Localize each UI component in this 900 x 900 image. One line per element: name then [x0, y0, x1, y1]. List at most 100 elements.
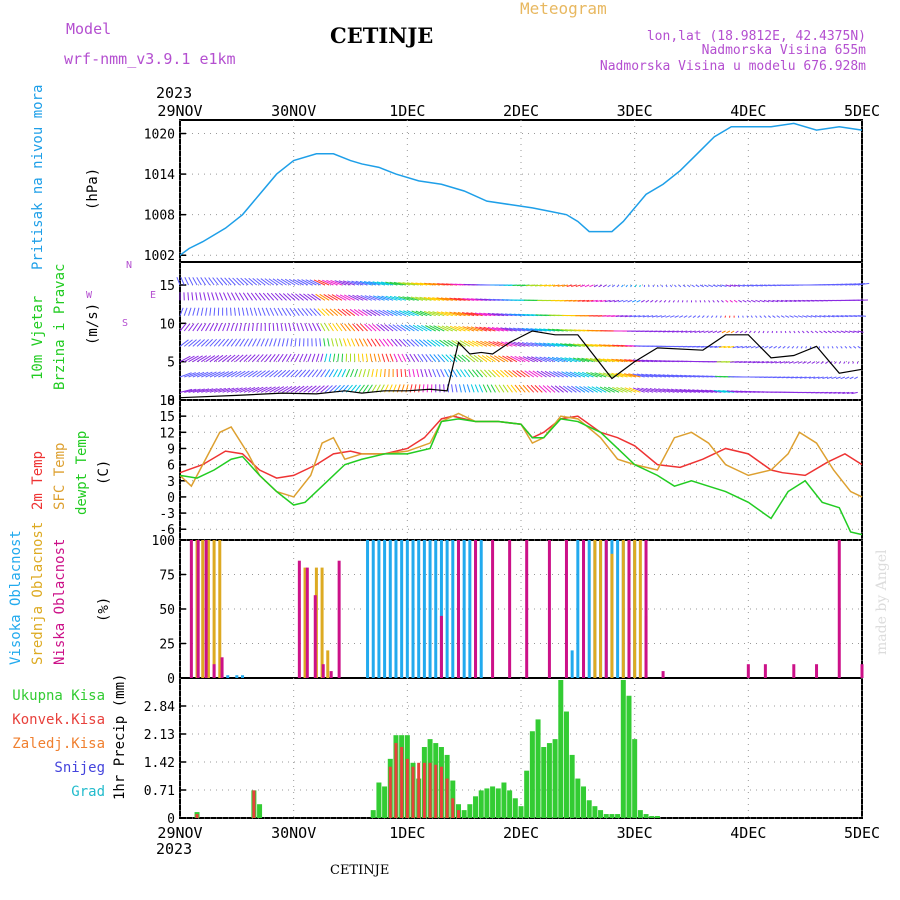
wind-barb [513, 327, 526, 332]
cloud-bar-1 [462, 540, 466, 678]
wind-barb [317, 308, 326, 317]
wind-barb [836, 346, 839, 349]
wind-barb [213, 323, 219, 332]
wind-barb [738, 299, 743, 303]
cloud-bar-1 [371, 540, 375, 678]
cloud-bar-3 [508, 540, 512, 678]
wind-speed-line [179, 330, 863, 399]
wind-barb [180, 277, 185, 286]
wind-barb [184, 277, 189, 286]
wind-barb [462, 384, 467, 393]
wind-barb [398, 282, 411, 286]
precip-legend-2: Konvek.Kisa [12, 712, 105, 728]
wind-barb [286, 338, 289, 347]
wind-barb [286, 385, 297, 393]
wind-barb [467, 369, 475, 378]
temp-line-3 [179, 418, 863, 536]
wind-barb [303, 385, 313, 393]
wind-barb [436, 297, 449, 301]
wind-barb [272, 322, 275, 332]
wind-barb [550, 385, 560, 393]
wind-dir-s: S [122, 318, 128, 329]
cloud-bar-3 [212, 664, 216, 678]
wind-barb [256, 370, 266, 378]
wind-barb [577, 299, 586, 302]
wind-barb [742, 299, 747, 303]
wind-barb [705, 389, 718, 393]
wind-barb [607, 372, 620, 378]
wind-barb [200, 307, 204, 316]
wind-barb [192, 307, 196, 316]
wind-barb [475, 340, 488, 347]
wind-barb [315, 293, 326, 301]
precip-bar-2 [428, 762, 432, 818]
y-tick-label: 25 [159, 638, 175, 653]
wind-barb [260, 278, 270, 286]
wind-barb [321, 308, 330, 317]
wind-barb [388, 324, 398, 332]
wind-barb [282, 293, 292, 301]
wind-barb [665, 315, 671, 318]
wind-barb [209, 387, 222, 393]
wind-barb [548, 284, 556, 287]
wind-barb [246, 292, 253, 301]
y-tick-label: 18 [159, 394, 175, 409]
wind-barb [243, 386, 256, 393]
wind-barb [366, 309, 377, 317]
wind-barb [572, 343, 586, 347]
precip-bar-1 [632, 739, 638, 818]
wind-barb [350, 338, 356, 347]
wind-barb [205, 307, 208, 316]
wind-barb [381, 281, 394, 286]
wind-barb [857, 330, 864, 333]
precip-bar-2 [405, 758, 409, 818]
x-tick-label-bottom: 4DEC [730, 824, 766, 842]
wind-barb [435, 339, 445, 347]
cloud-bar-3 [305, 567, 309, 678]
wind-barb [721, 284, 727, 287]
wind-barb [428, 368, 432, 378]
y-tick-label: 0 [167, 491, 175, 506]
cloud-bar-2 [326, 650, 330, 678]
wind-barb [811, 361, 816, 364]
precip-bar-1 [615, 814, 621, 818]
cloud-bar-3 [837, 540, 841, 678]
wind-barb [551, 342, 564, 347]
wind-barb [209, 338, 217, 347]
wind-barb [299, 385, 309, 393]
wind-barb [535, 356, 547, 363]
wind-barb [362, 368, 366, 378]
wind-barb [294, 338, 297, 347]
wind-barb [277, 338, 281, 347]
wind-barb [772, 315, 776, 318]
station-title: CETINJE [330, 23, 433, 48]
wind-barb [528, 370, 539, 378]
wind-barb [599, 386, 611, 393]
wind-barb [226, 354, 236, 363]
wind-barb [748, 361, 756, 364]
wind-barb [758, 330, 761, 334]
wind-barb [568, 357, 581, 363]
wind-barb [179, 388, 193, 393]
cloud-bar-1 [434, 540, 438, 678]
wind-barb [192, 323, 199, 332]
wind-barb [252, 338, 257, 347]
wind-barb [737, 345, 743, 349]
wind-barb [676, 330, 684, 333]
precip-bar-2 [439, 766, 443, 818]
wind-barb [325, 308, 334, 317]
wind-barb [294, 385, 305, 393]
wind-barb [200, 277, 206, 286]
wind-barb [273, 386, 285, 393]
wind-barb [230, 292, 236, 301]
wind-barb [755, 284, 763, 287]
wind-barb [411, 310, 424, 317]
wind-barb [762, 330, 765, 334]
wind-barb [470, 384, 475, 393]
wind-barb [602, 284, 607, 288]
wind-barb [220, 277, 228, 286]
wind-barb [403, 310, 415, 317]
precip-bar-1 [649, 816, 655, 818]
wind-barb [586, 371, 598, 378]
wind-barb [377, 353, 381, 362]
